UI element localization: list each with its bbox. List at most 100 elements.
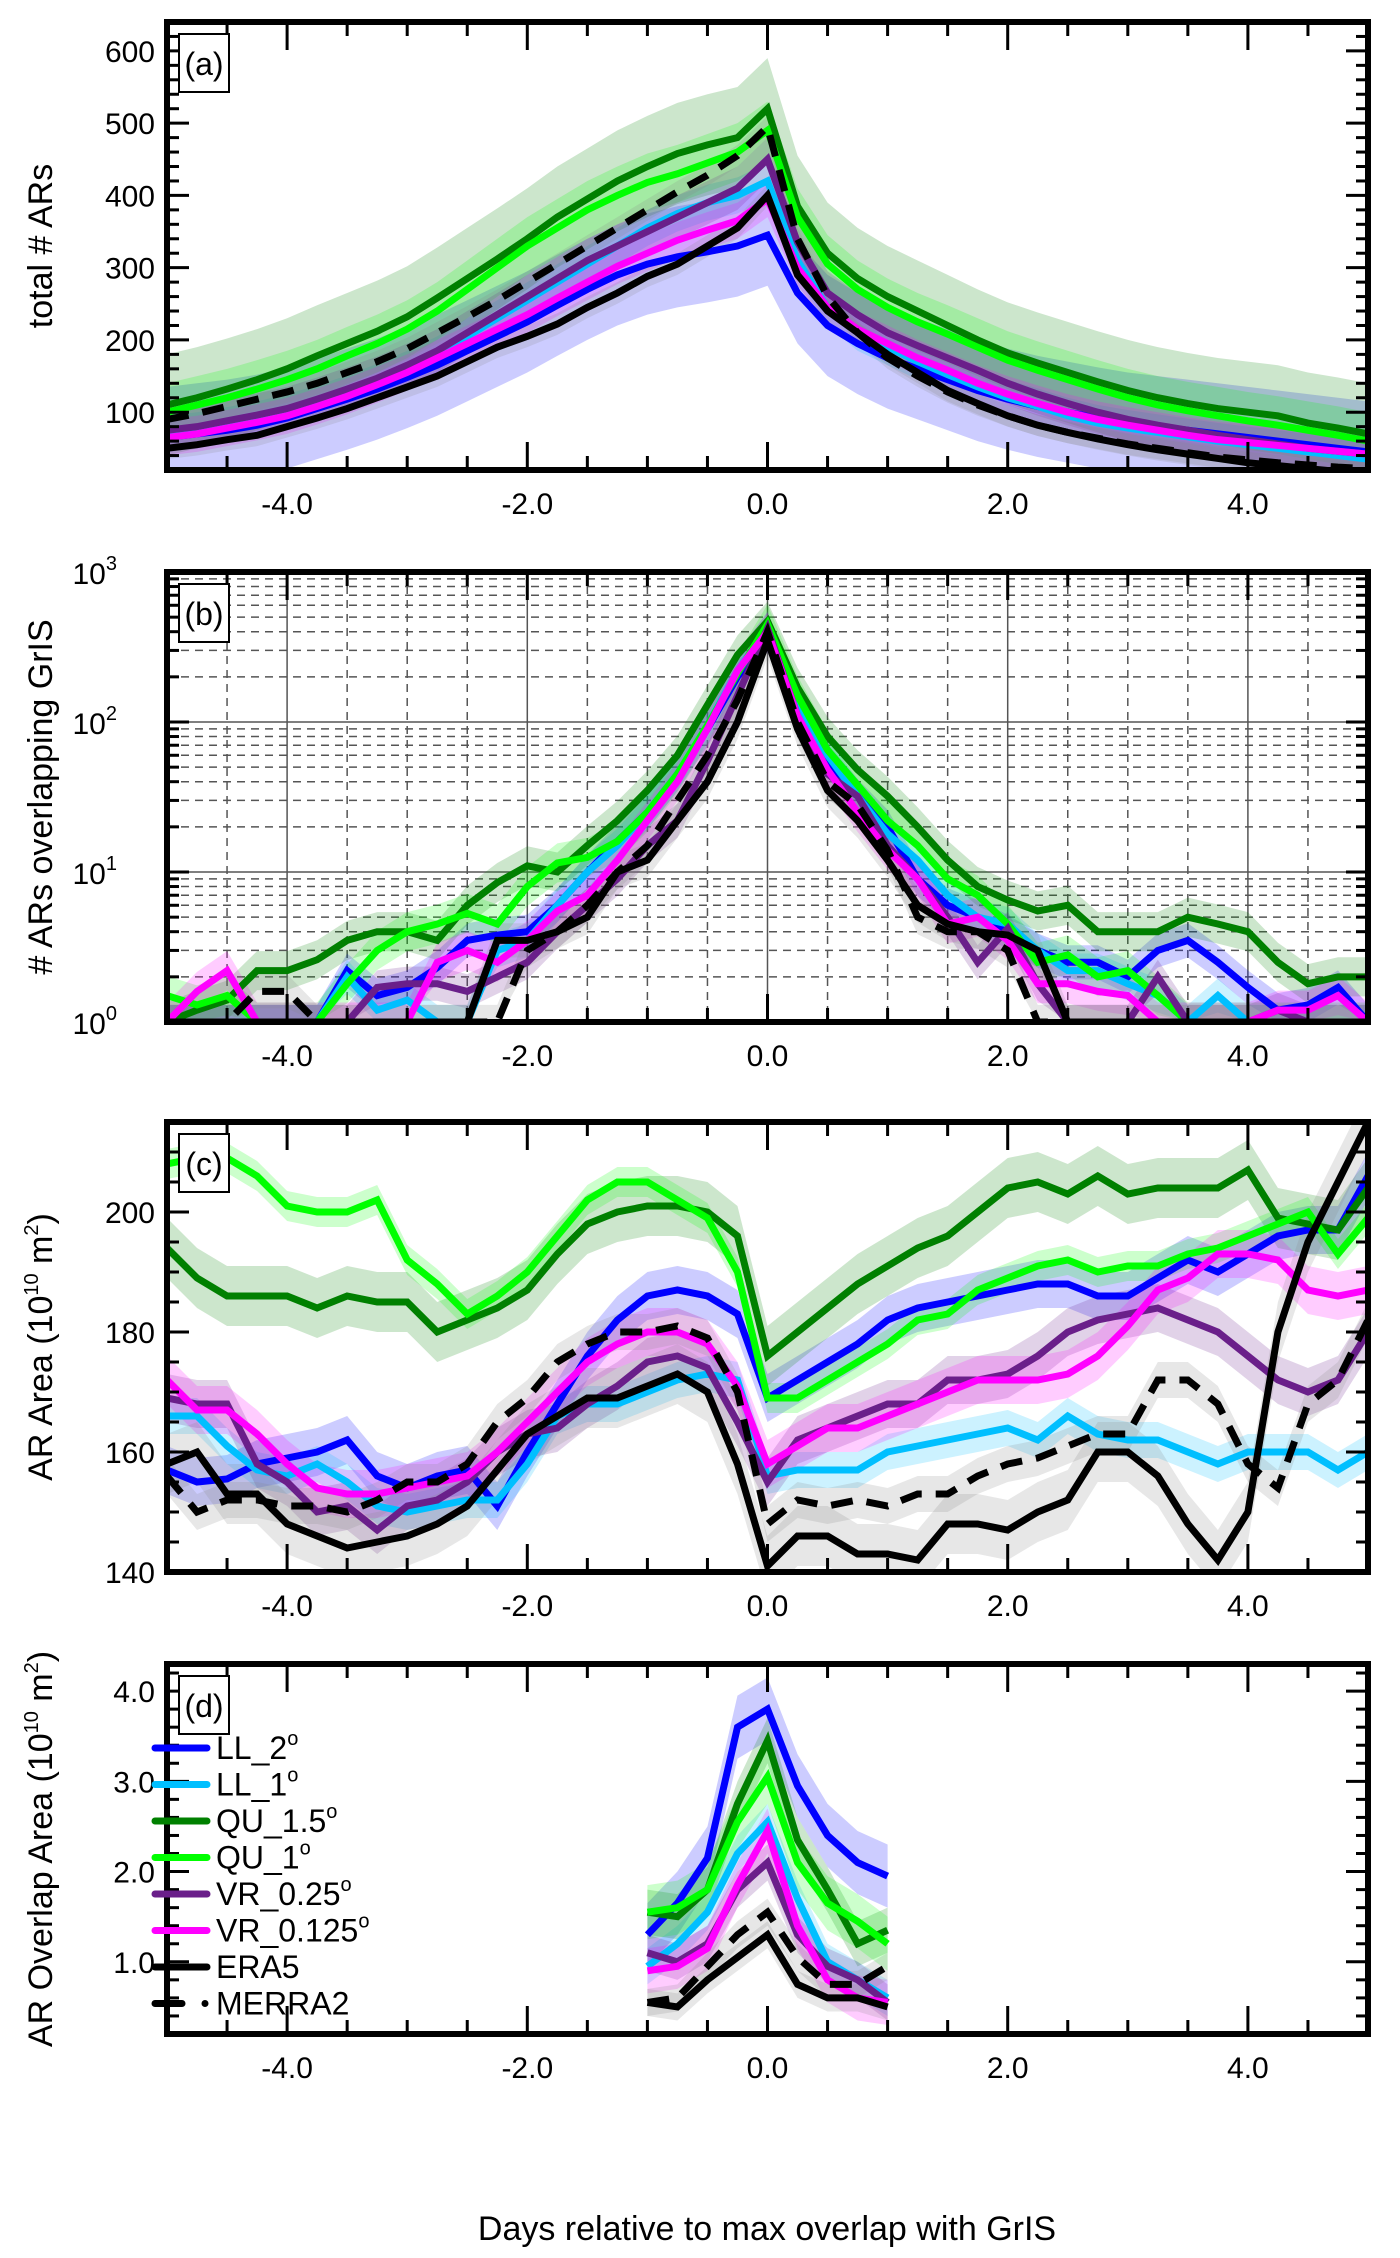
uncertainty-band — [167, 1140, 1368, 1386]
uncertainty-band — [647, 1808, 888, 2025]
legend-swatch-dot — [201, 2000, 209, 2007]
legend-entry: QU_1o — [151, 1838, 311, 1876]
grid — [167, 572, 1368, 1022]
exponent: 3 — [106, 553, 117, 575]
y-tick-label: 200 — [105, 1197, 155, 1230]
y-tick-label: 102 — [73, 703, 118, 741]
uncertainty-band — [167, 1284, 1368, 1554]
series-line-vr-0-25- — [167, 153, 1368, 458]
uncertainty-band — [167, 137, 1368, 470]
panel-c: -4.0 -2.0 0.0 2.0 4.0 140 160 180 200 AR Area (10… — [21, 1119, 1371, 1623]
y-tick-label: 200 — [105, 325, 155, 358]
legend-label: MERRA2 — [216, 1986, 349, 2022]
uncertainty-band — [167, 1143, 1368, 1413]
y-tick-label: 140 — [105, 1557, 155, 1590]
x-tick-label: 0.0 — [747, 2052, 789, 2085]
legend-label: LL_2o — [216, 1728, 298, 1766]
plot-area — [167, 1122, 1368, 1572]
series-line-vr-0-25- — [646, 1856, 890, 2006]
panel-label: (c) — [185, 1146, 222, 1182]
series-line-ll-2- — [644, 1703, 890, 1938]
uncertainty-band — [167, 614, 1368, 1022]
plot-area — [167, 601, 1368, 1022]
series-line-merra2 — [646, 1907, 890, 2006]
panel-label-box — [178, 33, 230, 93]
series-line-vr-0-125- — [167, 1250, 1368, 1498]
panel-label: (d) — [184, 1688, 223, 1724]
x-tick-label: -4.0 — [261, 1590, 313, 1623]
plot-area — [167, 58, 1368, 470]
x-tick-label: 2.0 — [987, 2052, 1029, 2085]
legend-entry: LL_2o — [151, 1728, 298, 1766]
x-tick-label: 2.0 — [987, 488, 1029, 521]
series-line-qu-1- — [167, 1154, 1368, 1402]
legend-entry: MERRA2 — [151, 1986, 349, 2022]
panel-label: (b) — [184, 596, 223, 632]
x-tick-label: 4.0 — [1227, 2052, 1269, 2085]
uncertainty-band — [167, 617, 1368, 1022]
legend-label: VR_0.125o — [216, 1911, 369, 1949]
panel-label-box — [178, 583, 230, 643]
y-tick-label: 300 — [105, 253, 155, 286]
panel-d: -4.0 -2.0 0.0 2.0 4.0 1.0 2.0 3.0 4.0 AR Overlap … — [21, 1651, 1371, 2085]
x-tick-label: 0.0 — [747, 1590, 789, 1623]
series-line-qu-1- — [167, 124, 1368, 445]
uncertainty-band — [647, 1898, 888, 2016]
x-tick-label: 0.0 — [747, 488, 789, 521]
plot-area — [644, 1677, 890, 2025]
legend-label: QU_1o — [216, 1838, 311, 1876]
uncertainty-band — [167, 184, 1368, 470]
uncertainty-band — [167, 58, 1368, 470]
legend-label: ERA5 — [216, 1949, 300, 1985]
series-line-vr-0-125- — [646, 1822, 889, 2006]
y-tick-label: 400 — [105, 180, 155, 213]
legend-entry: LL_1o — [151, 1765, 298, 1803]
x-axis-title: Days relative to max overlap with GrIS — [478, 2210, 1056, 2248]
legend-label: LL_1o — [216, 1765, 298, 1803]
legend-label: QU_1.5o — [216, 1801, 337, 1839]
x-tick-label: 4.0 — [1227, 488, 1269, 521]
series-line-vr-0-25- — [167, 1304, 1368, 1535]
series-line-qu-1-5- — [167, 102, 1368, 438]
y-axis-title: AR Overlap Area (1010 m2) — [21, 1651, 60, 2047]
y-tick-label: 160 — [105, 1437, 155, 1470]
x-tick-label: -2.0 — [501, 1590, 553, 1623]
y-tick-label: 500 — [105, 108, 155, 141]
legend-entry: QU_1.5o — [151, 1801, 337, 1839]
y-tick-label: 180 — [105, 1317, 155, 1350]
y-tick-label: 600 — [105, 36, 155, 69]
x-tick-label: 4.0 — [1227, 1040, 1269, 1073]
x-tick-label: -2.0 — [501, 2052, 553, 2085]
exponent: 2 — [106, 703, 117, 725]
x-tick-label: 0.0 — [747, 1040, 789, 1073]
y-axis-title: AR Area (1010 m2) — [21, 1213, 60, 1481]
legend-label: VR_0.25o — [216, 1874, 352, 1912]
x-tick-label: 2.0 — [987, 1040, 1029, 1073]
panel-label: (a) — [184, 46, 223, 82]
series-line-qu-1- — [646, 1769, 890, 1947]
y-tick-label: 103 — [73, 553, 118, 591]
uncertainty-band — [167, 604, 1368, 1022]
x-tick-label: -4.0 — [261, 1040, 313, 1073]
y-axis-title: total # ARs — [22, 164, 60, 328]
y-tick-label: 100 — [73, 1003, 118, 1041]
legend-entry: VR_0.125o — [151, 1911, 369, 1949]
y-tick-label: 2.0 — [113, 1857, 155, 1890]
x-tick-label: -2.0 — [501, 488, 553, 521]
x-tick-label: 2.0 — [987, 1590, 1029, 1623]
y-tick-label: 101 — [73, 853, 118, 891]
legend: LL_2oLL_1oQU_1.5oQU_1oVR_0.25oVR_0.125oE… — [151, 1728, 369, 2022]
series-line-qu-1-5- — [646, 1731, 890, 1949]
y-tick-label: 100 — [105, 397, 155, 430]
x-tick-label: -2.0 — [501, 1040, 553, 1073]
exponent: 0 — [106, 1003, 117, 1025]
series-line-qu-1-5- — [167, 1165, 1368, 1363]
y-axis-title: # ARs overlapping GrIS — [22, 619, 60, 974]
series-line-merra2 — [167, 1318, 1368, 1531]
series-line-merra2 — [167, 621, 1368, 1022]
panel-label-box — [178, 1133, 230, 1193]
uncertainty-band — [167, 1356, 1368, 1530]
exponent: 1 — [106, 853, 117, 875]
